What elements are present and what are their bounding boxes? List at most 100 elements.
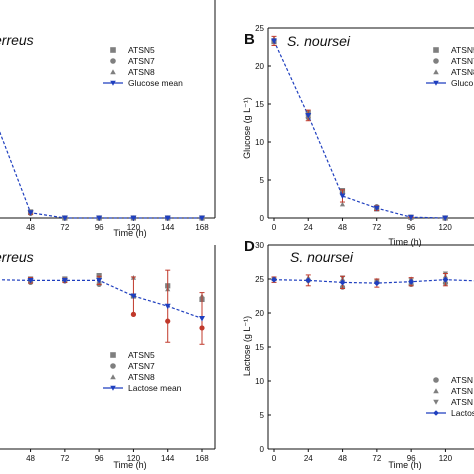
panel-b-x-tick-label: 24 (304, 223, 313, 232)
panel-a-glucose-mean-point (130, 215, 137, 221)
panel-d-x-tick-label: 96 (407, 454, 416, 463)
panel-d-y-label: Lactose (g L⁻¹) (242, 316, 252, 376)
panel-d-x-label: Time (h) (388, 460, 421, 470)
panel-b-glucose-mean-line (273, 40, 446, 219)
panel-c-lactose-mean-point (199, 316, 205, 322)
panel-d-lactose-mean-point (442, 276, 449, 283)
panel-b-legend-item-marker (433, 58, 439, 64)
panel-a-legend-item-label: Glucose mean (128, 78, 183, 88)
panel-a-legend-item-marker (110, 58, 116, 64)
panel-b-y-tick-label: 5 (260, 176, 265, 185)
panel-c-legend-item-marker (110, 385, 116, 391)
panel-d-legend-item-label: Lactos (451, 408, 474, 418)
panel-b-legend-item-label: ATSN8 (451, 67, 474, 77)
panel-a-legend-item-marker (110, 69, 116, 75)
panel-d-x-tick-label: 120 (439, 454, 453, 463)
panel-b-legend-item-label: ATSN5 (451, 45, 474, 55)
panel-c-legend-item-marker (110, 363, 116, 369)
panel-b: B S. noursei Glucose (g L⁻¹) Time (h) 0 2… (242, 24, 474, 247)
panel-a-x-tick-label: 48 (26, 223, 35, 232)
panel-a-x-tick-label: 72 (60, 223, 69, 232)
panel-d-lactose-mean-point (408, 278, 415, 285)
panel-c-lactose-mean-point (61, 277, 68, 284)
panel-d-y-tick-label: 10 (255, 377, 264, 386)
panel-d-lactose-mean-point (373, 280, 380, 287)
panel-d-legend-item-marker (433, 410, 439, 416)
panel-b-glucose-mean-point (407, 214, 414, 221)
panel-c-plot: 48 72 96 120 144 168 (0, 269, 209, 463)
panel-c-legend-item-marker (110, 352, 116, 358)
panel-d-x-tick-label: 24 (304, 454, 313, 463)
panel-d-y-tick-label: 20 (255, 309, 264, 318)
panel-a-x-label: Time (h) (113, 228, 146, 238)
panel-b-legend-item-label: ATSN7 (451, 56, 474, 66)
panel-a-glucose-mean-point (199, 215, 205, 221)
panel-c-lactose-mean-line (0, 279, 203, 319)
panel-d-plot: 0 24 48 72 96 120 0 5 10 15 20 25 30 (255, 241, 474, 463)
panel-c-x-tick-label: 144 (161, 454, 175, 463)
panel-d-legend-item-label: ATSN (451, 375, 473, 385)
panel-d-y-tick-label: 30 (255, 241, 264, 250)
panel-b-y-tick-label: 10 (255, 138, 264, 147)
panel-c-lactose-mean-point (27, 277, 34, 284)
panel-a-x-tick-label: 120 (127, 223, 141, 232)
panel-d-x-tick-label: 48 (338, 454, 347, 463)
panel-d-x-tick-label: 72 (372, 454, 381, 463)
panel-d-x-tick-label: 0 (272, 454, 277, 463)
panel-d-legend-item-label: ATSN (451, 397, 473, 407)
panel-b-glucose-mean-point (442, 215, 449, 221)
panel-c-x-tick-label: 72 (60, 454, 69, 463)
panel-c-legend-item-label: ATSN7 (128, 361, 155, 371)
panel-a-glucose-mean-point (27, 210, 34, 216)
panel-c-x-label: Time (h) (113, 460, 146, 470)
panel-d-legend-item-label: ATSN (451, 386, 473, 396)
panel-a-legend-item-label: ATSN5 (128, 45, 155, 55)
panel-d: D S. noursei Lactose (g L⁻¹) Time (h) 0 2… (242, 238, 474, 470)
panel-c-legend-item-label: Lactose mean (128, 383, 182, 393)
panel-b-glucose-mean-point (305, 113, 312, 119)
panel-b-y-tick-label: 20 (255, 62, 264, 71)
panel-c-lactose-mean-point (96, 277, 103, 284)
panel-b-letter: B (244, 31, 255, 48)
panel-c-x-tick-label: 168 (195, 454, 209, 463)
panel-b-x-label: Time (h) (388, 237, 421, 247)
panel-a-x-tick-label: 144 (161, 223, 175, 232)
panel-a-x-tick-label: 168 (195, 223, 209, 232)
panel-a-x-tick-label: 96 (95, 223, 104, 232)
panel-d-y-tick-label: 25 (255, 275, 264, 284)
panel-d-legend-item-marker (433, 399, 439, 405)
panel-b-x-tick-label: 48 (338, 223, 347, 232)
panel-c-x-tick-label: 120 (127, 454, 141, 463)
panel-d-legend-item-marker (433, 388, 439, 394)
panel-c-atsn5-point (96, 273, 102, 279)
panel-b-legend-item-marker (433, 47, 439, 53)
panel-a-glucose-mean-point (96, 215, 103, 221)
panel-b-glucose-mean-point (271, 38, 277, 44)
panel-d-letter: D (244, 238, 255, 255)
panel-b-legend-item-marker (433, 69, 439, 75)
panel-a-glucose-mean-line (0, 130, 202, 219)
panel-d-y-tick-label: 5 (260, 411, 265, 420)
panel-b-y-tick-label: 0 (260, 214, 265, 223)
panel-b-glucose-mean-point (373, 205, 380, 212)
panel-c-x-tick-label: 96 (95, 454, 104, 463)
panel-b-x-tick-label: 0 (272, 223, 277, 232)
panel-b-x-tick-label: 96 (406, 223, 415, 232)
panel-a-legend-item-label: ATSN8 (128, 67, 155, 77)
panel-d-lactose-mean-point (339, 279, 346, 286)
panel-c-legend-item-marker (110, 374, 116, 380)
panel-b-y-label: Glucose (g L⁻¹) (242, 97, 252, 159)
panel-b-y-tick-label: 15 (255, 100, 264, 109)
panel-b-atsn8-point (339, 201, 346, 207)
panel-c-legend-item-label: ATSN8 (128, 372, 155, 382)
panel-b-title: S. noursei (287, 33, 351, 49)
panel-c-title: erreus (0, 249, 34, 265)
panel-b-x-tick-label: 72 (372, 223, 381, 232)
panel-b-glucose-mean-point (339, 193, 346, 199)
